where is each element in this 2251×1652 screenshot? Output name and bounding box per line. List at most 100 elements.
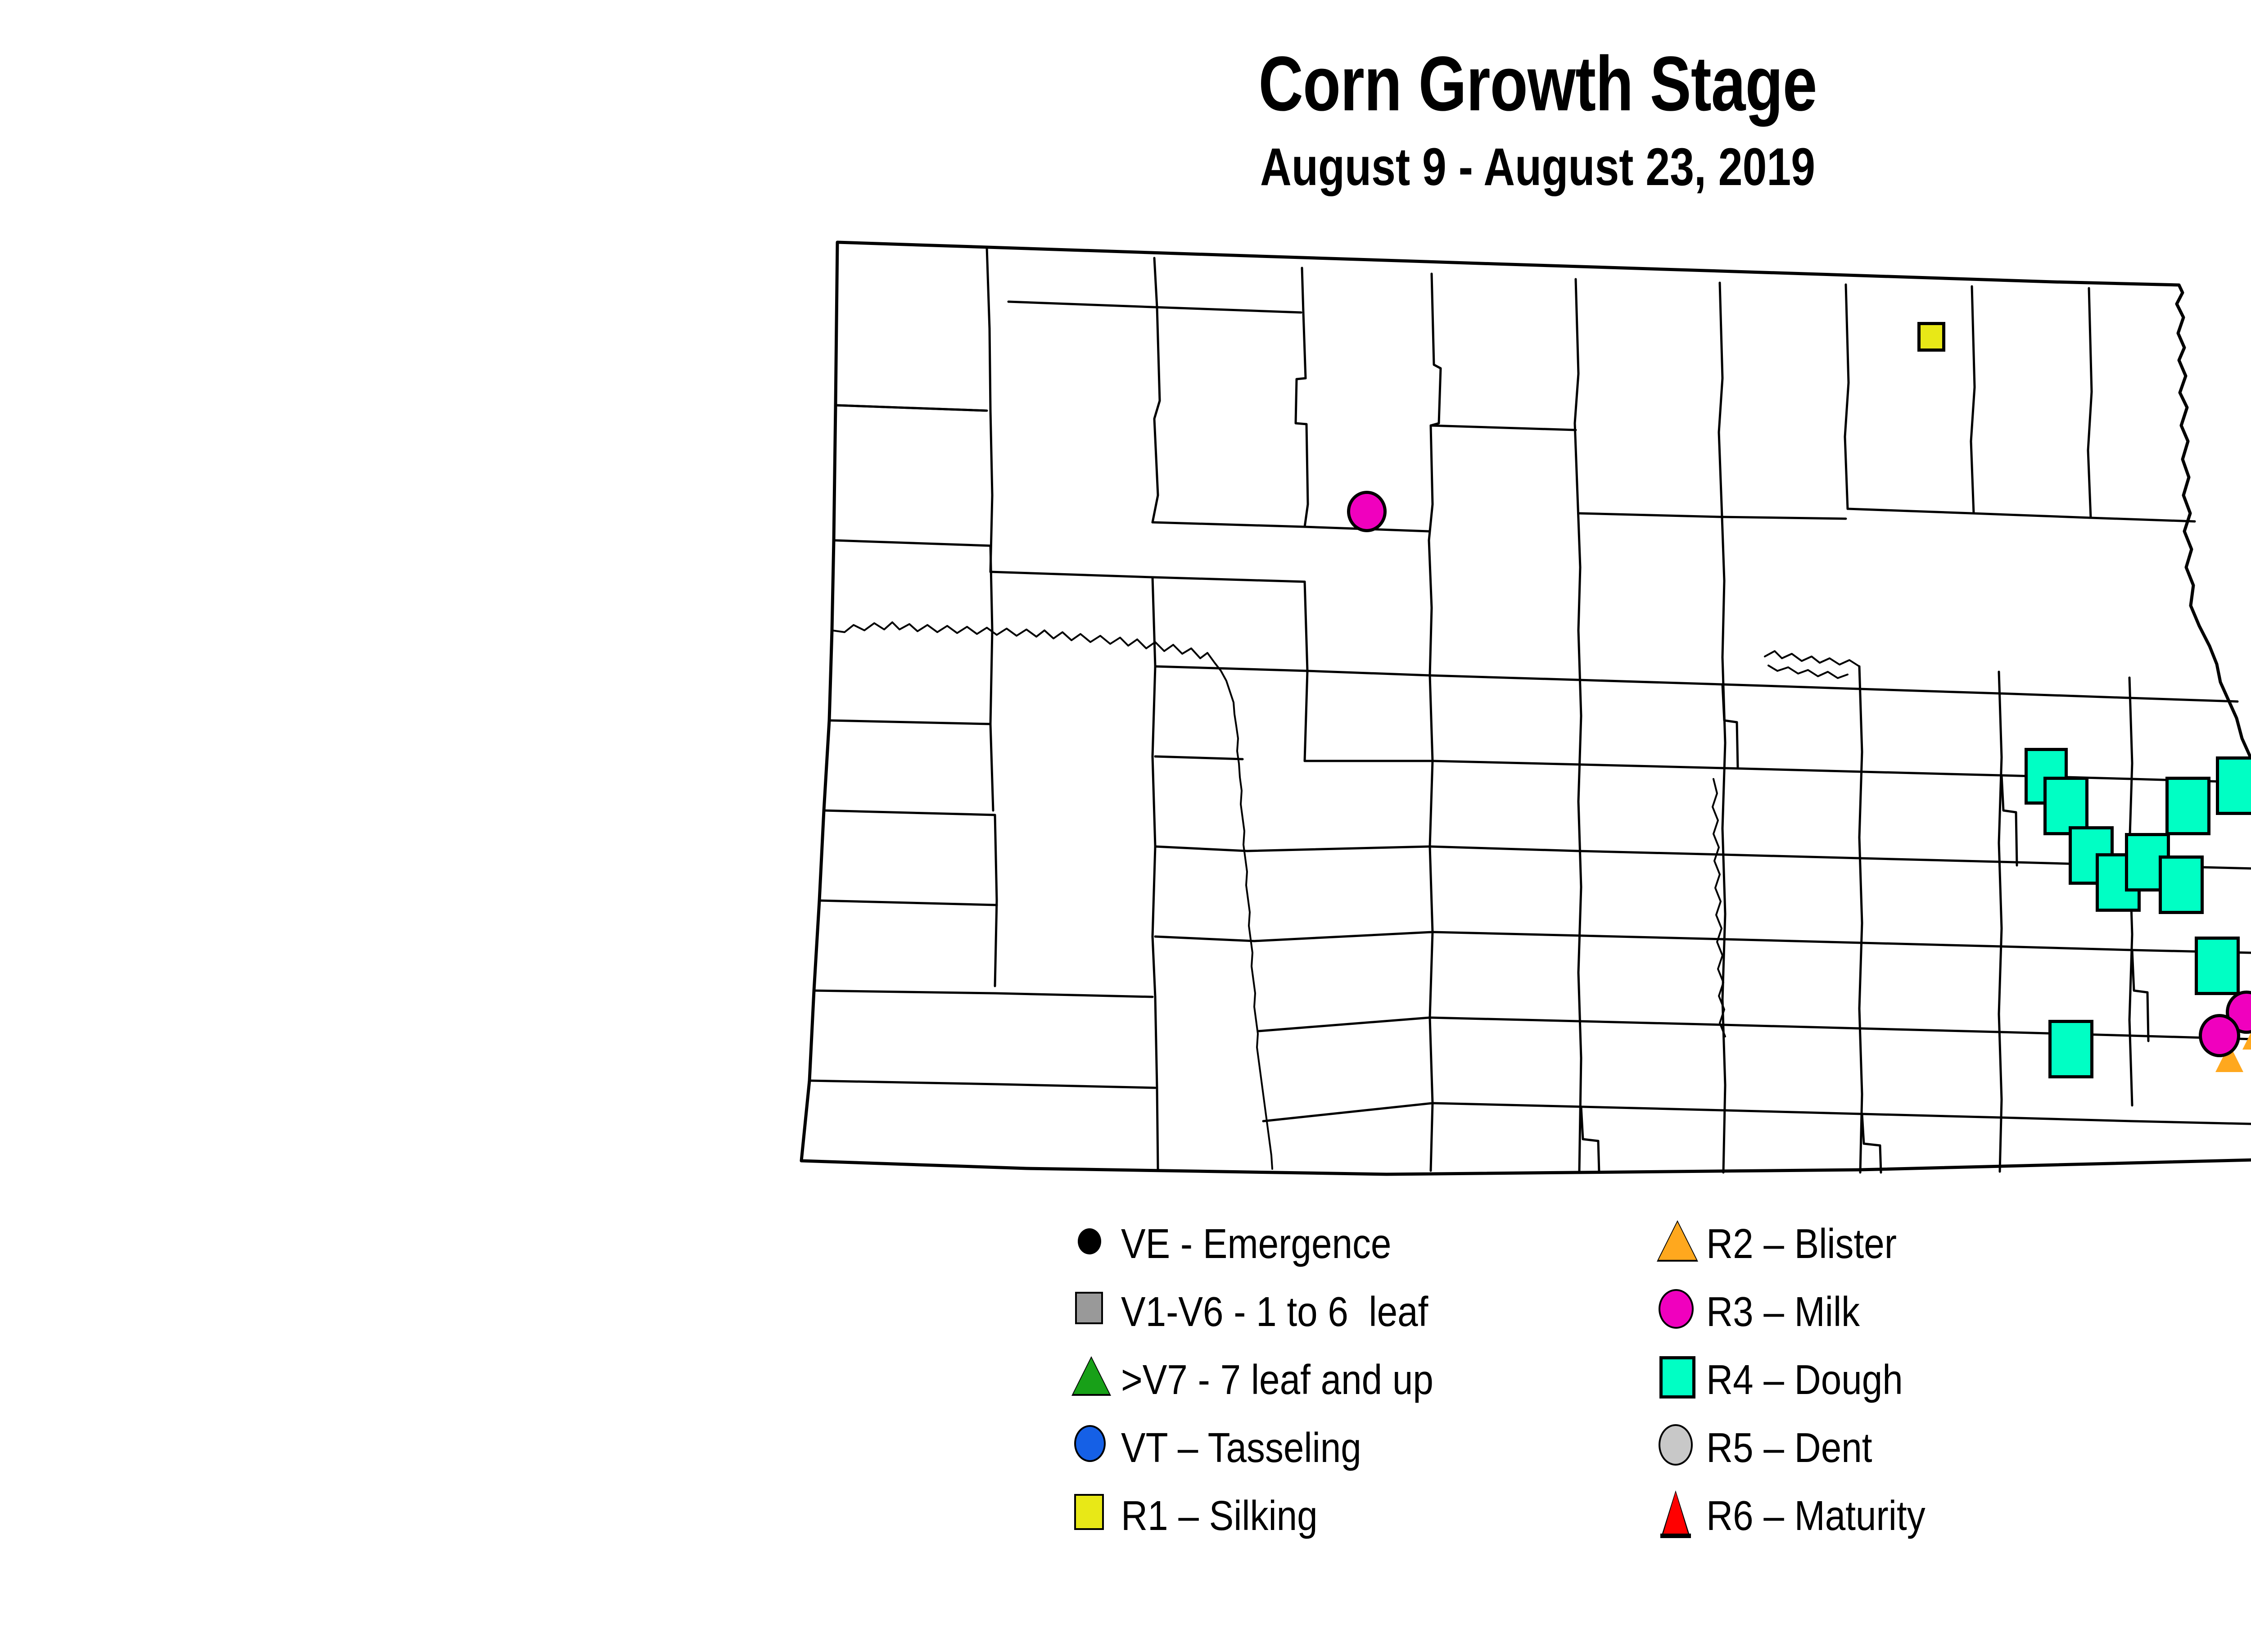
map-svg bbox=[800, 240, 2251, 1176]
map-marker-r4-dough bbox=[2195, 937, 2240, 995]
r5-dent-icon bbox=[1657, 1420, 1706, 1474]
county-line bbox=[1007, 300, 1302, 314]
county-line bbox=[1253, 931, 2251, 954]
county-line bbox=[832, 539, 992, 547]
county-line bbox=[1428, 674, 1434, 1172]
legend: VE - Emergence V1-V6 - 1 to 6 leaf >V7 -… bbox=[1071, 1216, 2242, 1567]
county-line bbox=[2087, 287, 2093, 519]
map-marker-r4-dough bbox=[2048, 1020, 2093, 1078]
legend-item-r3[interactable]: R3 – Milk bbox=[1657, 1284, 2219, 1352]
r4-dough-icon bbox=[1657, 1352, 1706, 1406]
county-line bbox=[1154, 665, 1309, 672]
black-dot-icon bbox=[1078, 1228, 1101, 1254]
map-marker-r3-milk bbox=[2199, 1014, 2240, 1057]
county-line bbox=[1721, 683, 1739, 769]
r1-silking-icon bbox=[1071, 1488, 1121, 1542]
county-line bbox=[834, 404, 988, 412]
v7-leaf-icon bbox=[1071, 1352, 1121, 1406]
county-line bbox=[985, 246, 992, 412]
county-boundary-lines bbox=[800, 240, 2251, 1176]
red-triangle-icon bbox=[1663, 1492, 1688, 1534]
county-line bbox=[1306, 670, 2239, 703]
vt-tasseling-icon bbox=[1071, 1420, 1121, 1474]
legend-item-r5[interactable]: R5 – Dent bbox=[1657, 1420, 2219, 1488]
title-block: Corn Growth Stage August 9 - August 23, … bbox=[0, 45, 2251, 194]
county-line bbox=[989, 544, 994, 812]
ve-emergence-icon bbox=[1071, 1216, 1121, 1270]
county-line bbox=[1718, 281, 1724, 506]
county-line bbox=[1151, 521, 1430, 533]
county-line bbox=[989, 570, 1306, 583]
teal-square-icon bbox=[1659, 1356, 1695, 1399]
county-line bbox=[1577, 629, 1582, 1173]
legend-item-r2[interactable]: R2 – Blister bbox=[1657, 1216, 2219, 1284]
legend-item-label: VT – Tasseling bbox=[1121, 1424, 1361, 1471]
county-line bbox=[828, 719, 992, 725]
county-line bbox=[1846, 507, 2196, 523]
orange-triangle-icon bbox=[1659, 1222, 1696, 1260]
county-line bbox=[813, 989, 1154, 998]
legend-item-label: R6 – Maturity bbox=[1706, 1492, 1926, 1539]
county-line bbox=[1257, 1016, 2251, 1041]
county-line bbox=[1970, 285, 1976, 515]
legend-item-ve[interactable]: VE - Emergence bbox=[1071, 1216, 1634, 1284]
legend-column-right: R2 – Blister R3 – Milk R4 – Dough R5 – D… bbox=[1657, 1216, 2219, 1556]
map-marker-r4-dough bbox=[2159, 855, 2204, 914]
county-line bbox=[2131, 949, 2150, 1042]
map-marker-r4-dough bbox=[2216, 756, 2251, 815]
county-line bbox=[1154, 845, 1248, 852]
missouri-river-sakakawea bbox=[831, 621, 1273, 1170]
magenta-circle-icon bbox=[1659, 1289, 1694, 1329]
county-line bbox=[1998, 670, 2003, 1173]
map-marker-r4-dough bbox=[2165, 777, 2210, 835]
page-title: Corn Growth Stage bbox=[1258, 41, 1817, 127]
county-line bbox=[1844, 283, 1850, 510]
legend-item-r6[interactable]: R6 – Maturity bbox=[1657, 1488, 2219, 1556]
county-line bbox=[1262, 1102, 2251, 1125]
county-line bbox=[1151, 576, 1159, 1170]
legend-item-label: R4 – Dough bbox=[1706, 1356, 1903, 1403]
county-line bbox=[1858, 665, 1863, 1174]
county-line bbox=[2000, 774, 2018, 867]
triangle-base-icon bbox=[1660, 1534, 1691, 1538]
county-line bbox=[1154, 935, 1256, 942]
legend-item-v7[interactable]: >V7 - 7 leaf and up bbox=[1071, 1352, 1634, 1420]
county-line bbox=[1721, 656, 1727, 1174]
county-line bbox=[1720, 503, 1726, 659]
legend-item-r4[interactable]: R4 – Dough bbox=[1657, 1352, 2219, 1420]
legend-item-label: R1 – Silking bbox=[1121, 1492, 1318, 1539]
map-marker-r1-silking bbox=[1917, 322, 1945, 352]
county-line bbox=[1428, 539, 1433, 677]
v1v6-leaf-icon bbox=[1071, 1284, 1121, 1338]
legend-item-label: VE - Emergence bbox=[1121, 1220, 1392, 1267]
map-marker-r4-dough bbox=[2043, 777, 2088, 835]
legend-item-vt[interactable]: VT – Tasseling bbox=[1071, 1420, 1634, 1488]
county-line bbox=[808, 1079, 1157, 1089]
legend-column-left: VE - Emergence V1-V6 - 1 to 6 leaf >V7 -… bbox=[1071, 1216, 1634, 1556]
county-line bbox=[1301, 267, 1305, 314]
green-triangle-icon bbox=[1073, 1358, 1109, 1394]
r6-maturity-icon bbox=[1657, 1488, 1706, 1542]
blue-circle-icon bbox=[1074, 1425, 1106, 1462]
legend-item-r1[interactable]: R1 – Silking bbox=[1071, 1488, 1634, 1556]
r3-milk-icon bbox=[1657, 1284, 1706, 1338]
legend-item-label: R2 – Blister bbox=[1706, 1220, 1897, 1267]
county-line bbox=[994, 814, 998, 987]
county-line bbox=[1573, 278, 1580, 497]
legend-item-label: R5 – Dent bbox=[1706, 1424, 1872, 1471]
gray-circle-icon bbox=[1659, 1424, 1693, 1466]
legend-item-v1v6[interactable]: V1-V6 - 1 to 6 leaf bbox=[1071, 1284, 1634, 1352]
county-line bbox=[1151, 306, 1161, 524]
county-line bbox=[1303, 760, 2251, 784]
county-line bbox=[1154, 755, 1244, 760]
legend-item-label: V1-V6 - 1 to 6 leaf bbox=[1121, 1288, 1428, 1335]
county-line bbox=[1153, 257, 1158, 308]
legend-item-label: R3 – Milk bbox=[1706, 1288, 1860, 1335]
yellow-square-icon bbox=[1074, 1494, 1104, 1530]
james-river bbox=[1712, 778, 1726, 1037]
legend-item-label: >V7 - 7 leaf and up bbox=[1121, 1356, 1433, 1403]
county-line bbox=[1861, 1113, 1882, 1174]
r2-blister-icon bbox=[1657, 1216, 1706, 1270]
county-line bbox=[818, 899, 998, 906]
north-dakota-county-map bbox=[756, 225, 2251, 1216]
